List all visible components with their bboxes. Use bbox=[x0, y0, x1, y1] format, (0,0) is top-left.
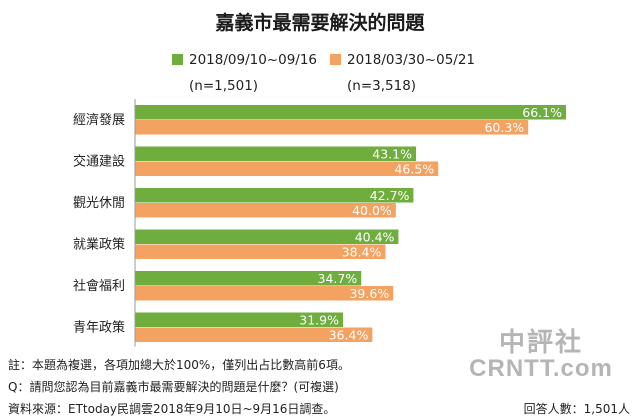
data-label-series-2: 60.3% bbox=[484, 120, 524, 135]
question-text: Q：請問您認為目前嘉義市最需要解決的問題是什麼？(可複選) bbox=[8, 380, 339, 394]
legend-swatch-series-1 bbox=[172, 54, 183, 65]
data-label-series-1: 42.7% bbox=[370, 188, 410, 203]
bar-series-2-0 bbox=[135, 120, 529, 135]
legend-label-series-2: 2018/03/30~05/21 bbox=[347, 52, 476, 68]
category-label: 青年政策 bbox=[73, 320, 125, 336]
bar-series-2-4 bbox=[135, 286, 394, 301]
data-label-series-2: 40.0% bbox=[352, 203, 392, 218]
bar-series-1-2 bbox=[135, 188, 414, 203]
bar-series-2-5 bbox=[135, 327, 373, 342]
data-label-series-1: 43.1% bbox=[372, 147, 412, 162]
bar-series-1-0 bbox=[135, 105, 566, 120]
category-label: 經濟發展 bbox=[73, 112, 125, 128]
respondents-count: 回答人數：1,501人 bbox=[523, 402, 630, 416]
category-label: 交通建設 bbox=[73, 154, 125, 170]
watermark-logo: 中評社 CRNTT.com bbox=[469, 327, 613, 382]
legend-swatch-series-2 bbox=[330, 54, 341, 65]
bar-series-2-2 bbox=[135, 203, 396, 218]
chart-title: 嘉義市最需要解決的問題 bbox=[215, 12, 425, 34]
legend-sample-series-2: (n=3,518) bbox=[347, 78, 417, 94]
bar-series-1-4 bbox=[135, 271, 362, 286]
data-label-series-1: 34.7% bbox=[318, 271, 358, 286]
legend-label-series-1: 2018/09/10~09/16 bbox=[189, 52, 318, 68]
bar-series-1-5 bbox=[135, 312, 344, 327]
legend-item-series-2: 2018/03/30~05/21 (n=3,518) bbox=[330, 52, 475, 94]
data-label-series-1: 66.1% bbox=[522, 105, 562, 120]
category-label: 社會福利 bbox=[73, 278, 125, 294]
bar-series-1-3 bbox=[135, 229, 399, 244]
data-label-series-2: 46.5% bbox=[394, 162, 434, 177]
legend-sample-series-1: (n=1,501) bbox=[189, 78, 259, 94]
legend-item-series-1: 2018/09/10~09/16 (n=1,501) bbox=[172, 52, 317, 94]
category-label: 就業政策 bbox=[73, 237, 125, 253]
data-label-series-2: 38.4% bbox=[342, 245, 382, 260]
bar-series-2-1 bbox=[135, 161, 439, 176]
bar-series-1-1 bbox=[135, 146, 417, 161]
data-label-series-2: 36.4% bbox=[329, 328, 369, 343]
category-label: 觀光休閒 bbox=[73, 196, 125, 211]
data-label-series-1: 31.9% bbox=[299, 313, 339, 328]
source-text: 資料來源：ETtoday民調雲2018年9月10日~9月16日調查。 bbox=[8, 402, 336, 416]
bar-series-2-3 bbox=[135, 244, 386, 259]
note-text: 註：本題為複選，各項加總大於100%，僅列出占比數高前6項。 bbox=[8, 358, 350, 372]
data-label-series-1: 40.4% bbox=[355, 230, 395, 245]
data-label-series-2: 39.6% bbox=[349, 286, 389, 301]
